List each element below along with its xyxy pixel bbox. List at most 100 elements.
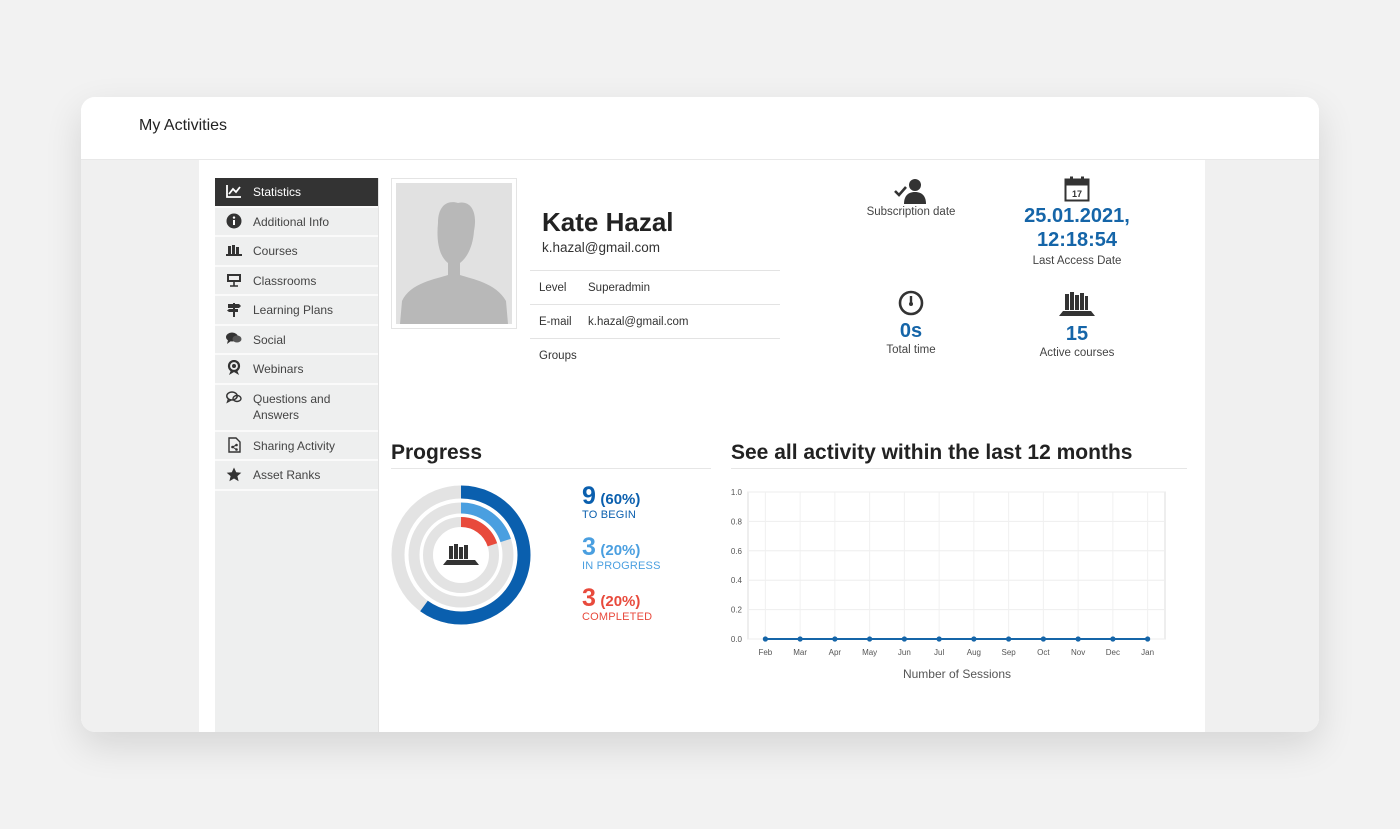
avatar [391,178,517,329]
data-point [1110,636,1116,642]
sidebar-item-asset-ranks[interactable]: Asset Ranks [215,461,378,491]
sidebar-item-learning-plans[interactable]: Learning Plans [215,296,378,326]
sidebar-item-statistics[interactable]: Statistics [215,178,378,208]
x-tick-label: Jul [934,648,944,657]
courses-books-icon [1025,292,1129,318]
x-tick-label: Nov [1071,648,1085,657]
info-row-email: E-mail k.hazal@gmail.com [530,304,780,338]
main-content: Statistics Additional Info Courses Class… [199,160,1205,732]
to-begin-arc [420,485,531,625]
y-tick-label: 0.0 [731,635,743,644]
in-progress-percent: (20%) [600,542,641,559]
info-icon [215,208,253,234]
courses-icon [215,237,253,263]
activity-title: See all activity within the last 12 mont… [731,441,1133,464]
sidebar-item-questions-and-answers[interactable]: Questions and Answers [215,384,378,432]
signpost-icon [215,296,253,322]
y-tick-label: 0.6 [731,547,743,556]
x-tick-label: Apr [829,648,842,657]
my-activities-card: My Activities Statistics Additional Info [81,97,1319,732]
stat-last-access-date: 17 25.01.2021, 12:18:54 Last Access Date [1007,174,1147,267]
sidebar-item-label: Classrooms [253,273,317,288]
x-tick-label: Dec [1106,648,1120,657]
data-point [832,636,838,642]
sidebar-item-label: Sharing Activity [253,438,336,453]
sidebar-item-label: Additional Info [253,214,330,229]
activity-divider [731,468,1187,469]
x-axis-label: Number of Sessions [903,667,1011,681]
sidebar-item-label: Asset Ranks [253,468,321,482]
sidebar-item-label: Questions and Answers [253,391,331,423]
last-access-time-value: 12:18:54 [1036,229,1118,251]
info-row-level: Level Superadmin [530,270,780,304]
stat-label: Active courses [1039,347,1115,359]
sidebar-item-additional-info[interactable]: Additional Info [215,207,378,237]
progress-donut-chart [391,485,531,625]
to-begin-count: 9 [582,482,596,510]
x-tick-label: Jan [1141,648,1154,657]
data-point [936,636,942,642]
chart-icon [215,178,253,204]
x-tick-label: Oct [1037,648,1050,657]
card-header: My Activities [81,97,1319,160]
data-point [1145,636,1151,642]
x-tick-label: Aug [967,648,981,657]
x-tick-label: Mar [793,648,807,657]
legend-completed: 3 (20%) COMPLETED [582,585,652,623]
x-tick-label: Jun [898,648,911,657]
y-tick-label: 1.0 [731,488,743,497]
progress-divider [391,468,711,469]
profile-info-table: Level Superadmin E-mail k.hazal@gmail.co… [530,270,780,372]
sidebar-item-sharing-activity[interactable]: Sharing Activity [215,431,378,461]
sidebar-item-label: Social [253,332,286,347]
sidebar: Statistics Additional Info Courses Class… [215,178,379,732]
x-tick-label: Sep [1002,648,1017,657]
stat-label: Last Access Date [1032,255,1122,267]
data-point [1006,636,1012,642]
sidebar-item-courses[interactable]: Courses [215,237,378,267]
stat-value: 15 [1065,323,1089,345]
data-point [867,636,873,642]
completed-arc [460,517,498,547]
stopwatch-icon [859,290,963,316]
in-progress-count: 3 [582,533,596,561]
share-file-icon [215,432,253,458]
stat-label: Total time [886,344,936,356]
sidebar-item-webinars[interactable]: Webinars [215,355,378,385]
info-value: k.hazal@gmail.com [588,315,689,328]
info-row-groups: Groups [530,338,780,372]
sidebar-item-social[interactable]: Social [215,325,378,355]
legend-to-begin: 9 (60%) TO BEGIN [582,483,640,521]
info-value: Superadmin [588,281,651,294]
in-progress-arc [460,502,511,543]
plot-area [747,491,1166,640]
user-check-icon [849,176,973,204]
chat-bubbles-icon [215,326,253,352]
calendar-icon: 17 [1007,174,1147,202]
data-point [971,636,977,642]
svg-text:17: 17 [1072,189,1082,199]
sidebar-item-classrooms[interactable]: Classrooms [215,266,378,296]
x-tick-label: May [862,648,877,657]
sidebar-item-label: Statistics [253,185,302,199]
sidebar-item-label: Learning Plans [253,303,334,317]
info-key: Groups [539,349,577,362]
questions-icon [215,385,253,411]
completed-count: 3 [582,584,596,612]
courses-books-icon [443,544,479,565]
stat-value: 0s [899,320,923,342]
data-point [762,636,768,642]
last-access-date-value: 25.01.2021, [1024,205,1130,227]
y-tick-label: 0.2 [731,606,743,615]
completed-percent: (20%) [600,593,641,610]
progress-title: Progress [391,441,483,464]
webinar-icon [215,355,253,381]
stat-label: Subscription date [866,206,956,218]
data-point [1040,636,1046,642]
stat-active-courses: 15 Active courses [1025,292,1129,359]
stat-total-time: 0s Total time [859,290,963,356]
data-point [1075,636,1081,642]
user-name: Kate Hazal [542,207,674,237]
star-icon [215,461,253,487]
info-key: E-mail [539,315,572,328]
